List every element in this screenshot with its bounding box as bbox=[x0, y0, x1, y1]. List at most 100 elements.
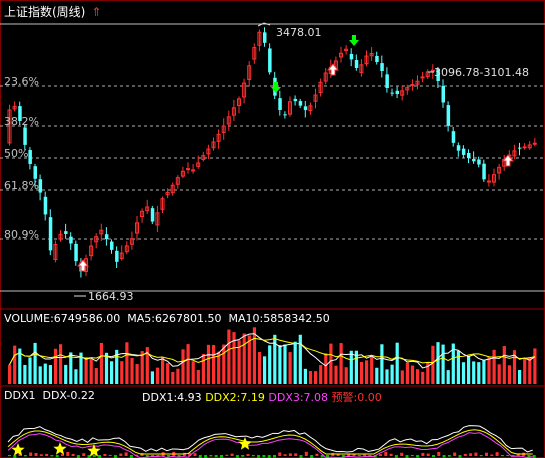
volume-bar bbox=[359, 361, 364, 384]
candle-body bbox=[359, 64, 364, 74]
buy-arrow-icon bbox=[501, 154, 515, 167]
candle-body bbox=[175, 177, 180, 185]
candle-body bbox=[7, 109, 12, 144]
volume-bar bbox=[324, 353, 328, 384]
candle-body bbox=[180, 170, 185, 177]
volume-bar bbox=[461, 362, 466, 384]
volume-bar bbox=[74, 369, 78, 384]
candle-body bbox=[216, 133, 221, 142]
volume-bar bbox=[507, 365, 511, 384]
volume-bar bbox=[390, 364, 394, 384]
volume-bar bbox=[512, 350, 517, 384]
candle-body bbox=[53, 243, 58, 260]
ddx-bar bbox=[373, 455, 377, 458]
candle-body bbox=[497, 166, 502, 174]
candle-body bbox=[124, 245, 129, 253]
ddx-bar bbox=[114, 455, 117, 458]
up-arrow-icon[interactable]: ⇑ bbox=[91, 5, 102, 19]
candle-body bbox=[242, 82, 247, 98]
ddx-bar bbox=[363, 454, 367, 456]
candle-body bbox=[145, 206, 150, 212]
ddx-bar bbox=[246, 454, 250, 456]
volume-bar bbox=[145, 347, 149, 384]
candle-body bbox=[298, 101, 303, 106]
candle-body bbox=[268, 48, 272, 73]
volume-bar bbox=[252, 327, 256, 384]
volume-bar bbox=[431, 345, 435, 384]
candle-body bbox=[461, 148, 466, 155]
ddx-bar bbox=[23, 455, 27, 457]
candle-body bbox=[369, 53, 374, 57]
ddx-bar bbox=[469, 453, 473, 456]
volume-bar bbox=[303, 368, 307, 384]
ddx-bar bbox=[45, 453, 49, 456]
volume-bar bbox=[339, 343, 343, 384]
alarm-value: 预警:0.00 bbox=[331, 391, 382, 404]
candle-body bbox=[170, 184, 175, 194]
ddx-bar bbox=[453, 452, 457, 456]
ddx-bar bbox=[463, 453, 467, 456]
volume-bar bbox=[23, 364, 27, 384]
ddx-bar bbox=[182, 452, 186, 456]
range-label: 3096.78-3101.48 bbox=[434, 66, 529, 79]
candle-body bbox=[74, 243, 78, 262]
candle-body bbox=[18, 106, 22, 121]
volume-bar bbox=[518, 369, 522, 384]
ddx-bar bbox=[421, 452, 425, 456]
volume-bar bbox=[283, 344, 287, 384]
candle-body bbox=[104, 234, 109, 240]
candle-body bbox=[532, 142, 537, 145]
volume-bar bbox=[135, 364, 139, 384]
ddx-bar bbox=[87, 455, 91, 458]
ma5-label: MA5: bbox=[127, 312, 155, 325]
volume-bar bbox=[278, 345, 282, 384]
candle-body bbox=[231, 107, 236, 116]
candle-body bbox=[140, 210, 145, 218]
ddx-bar bbox=[273, 455, 276, 458]
candle-body bbox=[283, 114, 287, 116]
volume-bar bbox=[329, 343, 333, 384]
sell-arrow-icon bbox=[271, 82, 281, 93]
ddx-bar bbox=[405, 455, 409, 458]
volume-bar bbox=[528, 357, 532, 384]
volume-bar bbox=[191, 361, 195, 384]
ddx-bar bbox=[124, 452, 128, 456]
volume-bar bbox=[436, 342, 440, 384]
ddx-bar bbox=[241, 455, 245, 457]
buy-arrow-icon bbox=[76, 259, 90, 272]
ddx-bar bbox=[426, 453, 430, 456]
fib-label-61: 61.8% bbox=[4, 179, 39, 192]
ddx-bar bbox=[156, 455, 160, 457]
ddx-bar bbox=[177, 455, 181, 457]
ddx-bar bbox=[119, 453, 123, 456]
ddx-bar bbox=[235, 455, 239, 458]
ddx-bar bbox=[320, 455, 324, 458]
candle-body bbox=[405, 87, 410, 91]
ddx-bar bbox=[326, 455, 329, 458]
volume-bar bbox=[349, 350, 353, 384]
volume-bar bbox=[38, 366, 42, 384]
candle-body bbox=[344, 48, 349, 52]
volume-bar bbox=[334, 365, 338, 384]
volume-ma5-line bbox=[9, 333, 536, 369]
volume-bar bbox=[110, 361, 114, 384]
volume-bar bbox=[375, 367, 379, 384]
ddx-bar bbox=[495, 452, 499, 456]
ddx-bar bbox=[357, 455, 361, 457]
volume-bar bbox=[53, 348, 58, 384]
ddx-bar bbox=[527, 455, 531, 458]
volume-bar bbox=[8, 364, 12, 384]
ddx-bar bbox=[394, 455, 398, 458]
volume-bar bbox=[487, 356, 491, 384]
volume-bar bbox=[477, 362, 481, 384]
ddx-bar bbox=[230, 453, 234, 456]
star-icon bbox=[11, 443, 25, 456]
volume-bar bbox=[120, 361, 124, 384]
ddx-bar bbox=[209, 455, 213, 457]
volume-bar bbox=[410, 365, 415, 384]
volume-bar bbox=[201, 353, 205, 384]
candle-body bbox=[201, 155, 206, 160]
volume-bar bbox=[273, 334, 277, 384]
ddx-values: DDX1:4.93 DDX2:7.19 DDX3:7.08 预警:0.00 bbox=[142, 389, 382, 405]
